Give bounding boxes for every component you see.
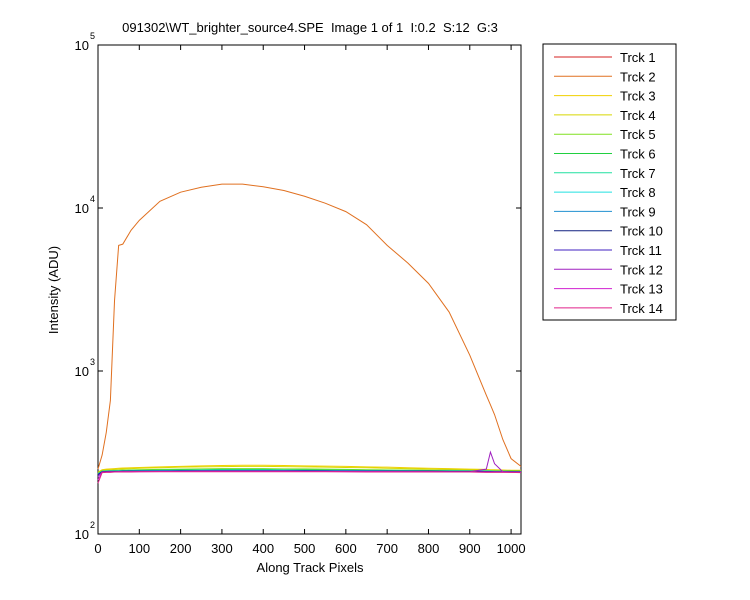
y-tick-exponent: 4 bbox=[90, 194, 95, 204]
legend-label: Trck 8 bbox=[620, 185, 656, 200]
legend-label: Trck 5 bbox=[620, 127, 656, 142]
y-axis-label: Intensity (ADU) bbox=[46, 246, 61, 334]
y-tick-exponent: 5 bbox=[90, 31, 95, 41]
series-line bbox=[97, 465, 522, 474]
y-tick-exponent: 2 bbox=[90, 520, 95, 530]
legend-label: Trck 12 bbox=[620, 262, 663, 277]
legend-label: Trck 9 bbox=[620, 204, 656, 219]
legend-label: Trck 14 bbox=[620, 301, 663, 316]
x-tick-label: 500 bbox=[294, 541, 316, 556]
legend-label: Trck 7 bbox=[620, 166, 656, 181]
y-tick-label: 10 bbox=[75, 38, 89, 53]
y-tick-exponent: 3 bbox=[90, 357, 95, 367]
series-line bbox=[97, 471, 522, 484]
legend bbox=[542, 43, 677, 321]
legend-label: Trck 11 bbox=[620, 243, 662, 258]
legend-label: Trck 10 bbox=[620, 224, 663, 239]
legend-label: Trck 3 bbox=[620, 89, 656, 104]
legend-label: Trck 1 bbox=[620, 50, 656, 65]
x-tick-label: 400 bbox=[252, 541, 274, 556]
x-tick-label: 300 bbox=[211, 541, 233, 556]
x-tick-label: 200 bbox=[170, 541, 192, 556]
legend-label: Trck 6 bbox=[620, 147, 656, 162]
series-line bbox=[97, 183, 522, 470]
x-tick-label: 700 bbox=[376, 541, 398, 556]
x-tick-label: 600 bbox=[335, 541, 357, 556]
chart-title: 091302\WT_brighter_source4.SPE Image 1 o… bbox=[122, 20, 498, 35]
y-tick-label: 10 bbox=[75, 527, 89, 542]
y-tick-label: 10 bbox=[75, 201, 89, 216]
x-tick-label: 900 bbox=[459, 541, 481, 556]
x-tick-label: 800 bbox=[418, 541, 440, 556]
x-axis-label: Along Track Pixels bbox=[257, 560, 364, 575]
legend-label: Trck 2 bbox=[620, 69, 656, 84]
x-tick-label: 1000 bbox=[497, 541, 526, 556]
x-tick-label: 0 bbox=[94, 541, 101, 556]
x-tick-label: 100 bbox=[128, 541, 150, 556]
y-tick-label: 10 bbox=[75, 364, 89, 379]
plot-area bbox=[97, 44, 522, 535]
legend-label: Trck 13 bbox=[620, 282, 663, 297]
legend-label: Trck 4 bbox=[620, 108, 656, 123]
